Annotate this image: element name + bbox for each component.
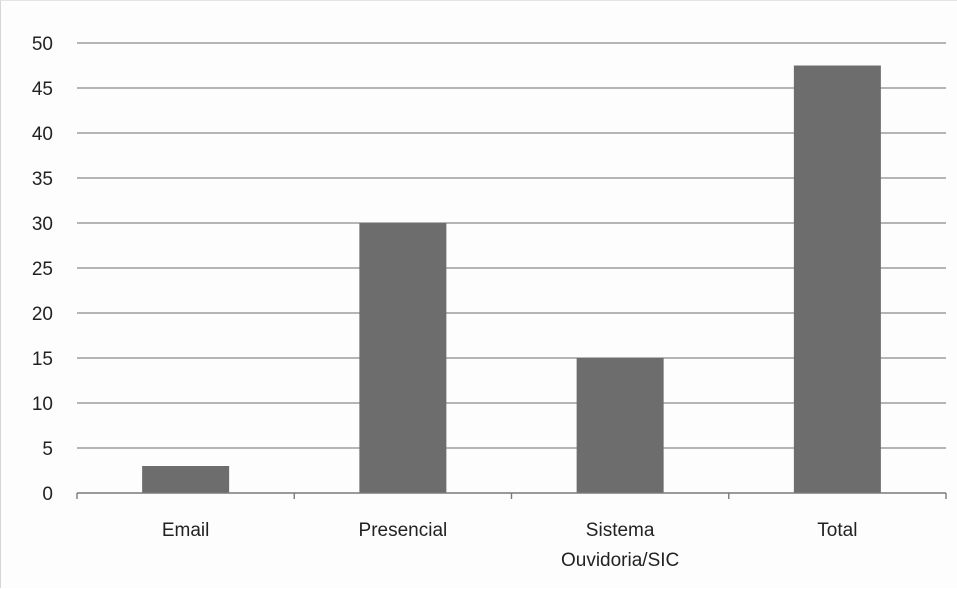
y-tick-label-0: 0 [42, 484, 53, 505]
y-tick-label-45: 45 [32, 79, 53, 100]
y-tick-label-5: 5 [42, 439, 53, 460]
y-tick-label-10: 10 [32, 394, 53, 415]
bar-sistema-ouvidoria-sic [576, 358, 664, 493]
bar-presencial [359, 223, 447, 493]
x-category-label: Sistema Ouvidoria/SIC [561, 520, 679, 571]
x-axis-categories: Email Presencial Sistema Ouvidoria/SIC Total [162, 520, 858, 571]
y-axis-ticks: 0 5 10 15 20 25 30 35 40 45 50 [32, 34, 53, 505]
x-category-label: Presencial [359, 520, 448, 541]
gridlines [77, 42, 946, 449]
bar-email [142, 466, 230, 493]
y-tick-label-40: 40 [32, 124, 53, 145]
x-category-label: Email [162, 520, 210, 541]
bars [142, 65, 881, 493]
x-category-label: Total [817, 520, 857, 541]
y-tick-label-30: 30 [32, 214, 53, 235]
y-tick-label-50: 50 [32, 34, 53, 55]
y-tick-label-20: 20 [32, 304, 53, 325]
y-tick-label-25: 25 [32, 259, 53, 280]
y-tick-label-35: 35 [32, 169, 53, 190]
y-tick-label-15: 15 [32, 349, 53, 370]
bar-total [793, 65, 881, 493]
x-axis [76, 492, 947, 499]
